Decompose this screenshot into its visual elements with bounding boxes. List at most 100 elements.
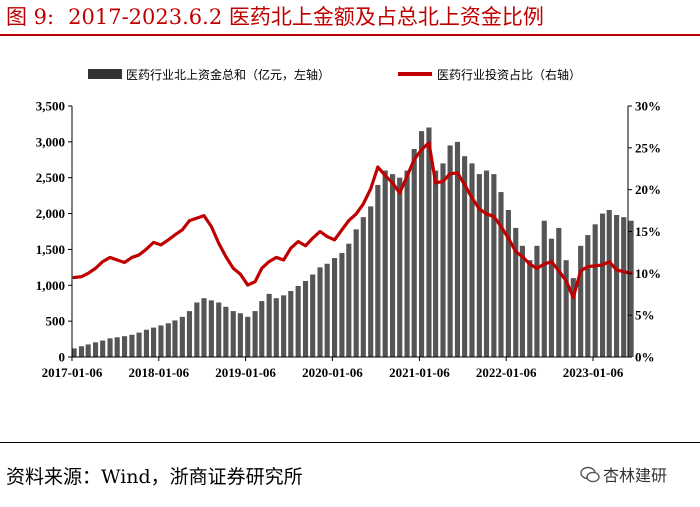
bar [375, 184, 381, 357]
watermark-text: 杏林建研 [603, 466, 668, 485]
bar [339, 253, 345, 357]
x-tick-label: 2023-01-06 [563, 365, 624, 380]
left-tick-label: 1,500 [36, 242, 65, 257]
bar [426, 127, 432, 357]
bar [295, 286, 301, 357]
bar [592, 224, 598, 357]
bar [419, 131, 425, 357]
left-tick-label: 3,000 [36, 134, 65, 149]
bar [454, 141, 461, 357]
bar [404, 170, 410, 357]
x-tick-label: 2022-01-06 [476, 365, 537, 380]
bar [390, 174, 396, 357]
left-tick-label: 2,000 [36, 206, 65, 221]
bar [230, 311, 236, 357]
bar [505, 209, 511, 357]
bar [281, 295, 287, 357]
bar [513, 227, 519, 357]
bar [259, 301, 265, 357]
bar [252, 311, 258, 357]
bar [585, 235, 591, 357]
bar [186, 311, 193, 357]
left-tick-label: 500 [46, 314, 66, 329]
bar [346, 243, 352, 357]
bar [194, 302, 200, 357]
right-tick-label: 30% [635, 99, 661, 114]
chart: 医药行业北上资金总和（亿元，左轴） 医药行业投资占比（右轴） 0 500 1,000… [36, 67, 661, 381]
figure-label: 图 9: [6, 5, 55, 29]
bar [245, 316, 251, 357]
x-tick-label: 2020-01-06 [302, 365, 363, 380]
bar [614, 215, 620, 357]
bar [382, 170, 388, 357]
legend-line-label: 医药行业投资占比（右轴） [437, 67, 581, 82]
x-tick-label: 2018-01-06 [128, 365, 189, 380]
left-tick-label: 2,500 [36, 170, 65, 185]
bar [71, 348, 77, 357]
x-tick-label: 2021-01-06 [389, 365, 450, 380]
right-tick-label: 5% [635, 308, 655, 323]
left-tick-label: 1,000 [36, 278, 65, 293]
bar-series [71, 127, 634, 357]
bar [462, 156, 468, 357]
bar [368, 206, 374, 357]
right-tick-label: 15% [635, 224, 661, 239]
line-path [72, 141, 633, 300]
bar [527, 260, 533, 357]
right-tick-label: 0% [635, 350, 655, 365]
left-tick-label: 0 [59, 350, 66, 365]
axes: 0 500 1,000 1,500 2,000 2,500 3,000 3,500 0% 5% 10… [36, 99, 661, 381]
right-tick-label: 10% [635, 266, 661, 281]
bar [78, 346, 85, 357]
bar [563, 260, 569, 357]
bar [107, 338, 113, 357]
bar [469, 163, 475, 357]
bar [136, 332, 142, 357]
bar [570, 278, 576, 357]
bar [216, 302, 222, 357]
bar [606, 209, 612, 357]
bar [121, 336, 128, 357]
bar [114, 337, 120, 357]
watermark: 杏林建研 [580, 462, 667, 486]
bar [360, 217, 366, 357]
footer-rule [0, 442, 700, 443]
bar [578, 245, 584, 357]
bar [143, 329, 149, 357]
bar [498, 192, 504, 357]
figure-title: 图 9: 2017-2023.6.2 医药北上金额及占总北上资金比例 [6, 2, 696, 32]
bar [179, 316, 185, 357]
right-tick-label: 25% [635, 140, 661, 155]
bar [266, 293, 272, 357]
legend-bar-label: 医药行业北上资金总和（亿元，左轴） [126, 67, 330, 82]
bar [556, 227, 562, 357]
bar [519, 245, 525, 357]
figure-title-text: 2017-2023.6.2 医药北上金额及占总北上资金比例 [68, 5, 544, 29]
bar [237, 313, 243, 357]
bar [158, 325, 164, 357]
bar [302, 280, 309, 357]
bar [288, 291, 294, 357]
bar [331, 258, 338, 357]
bar [534, 245, 540, 357]
bar [433, 170, 439, 357]
bar [310, 274, 316, 357]
bar [447, 145, 453, 357]
bar [92, 342, 99, 357]
right-tick-label: 20% [635, 182, 661, 197]
bar [548, 238, 554, 357]
bar [628, 220, 634, 357]
title-rule [0, 34, 700, 36]
legend-bar-swatch [88, 69, 122, 79]
bar [476, 174, 482, 357]
bar [483, 170, 490, 357]
bar [201, 298, 207, 357]
wechat-icon [580, 466, 600, 483]
bar [165, 323, 171, 357]
bar [621, 217, 627, 357]
bar [440, 163, 446, 357]
line-series [72, 141, 633, 300]
bar [273, 298, 279, 357]
bar [599, 213, 606, 357]
left-tick-label: 3,500 [36, 99, 65, 114]
